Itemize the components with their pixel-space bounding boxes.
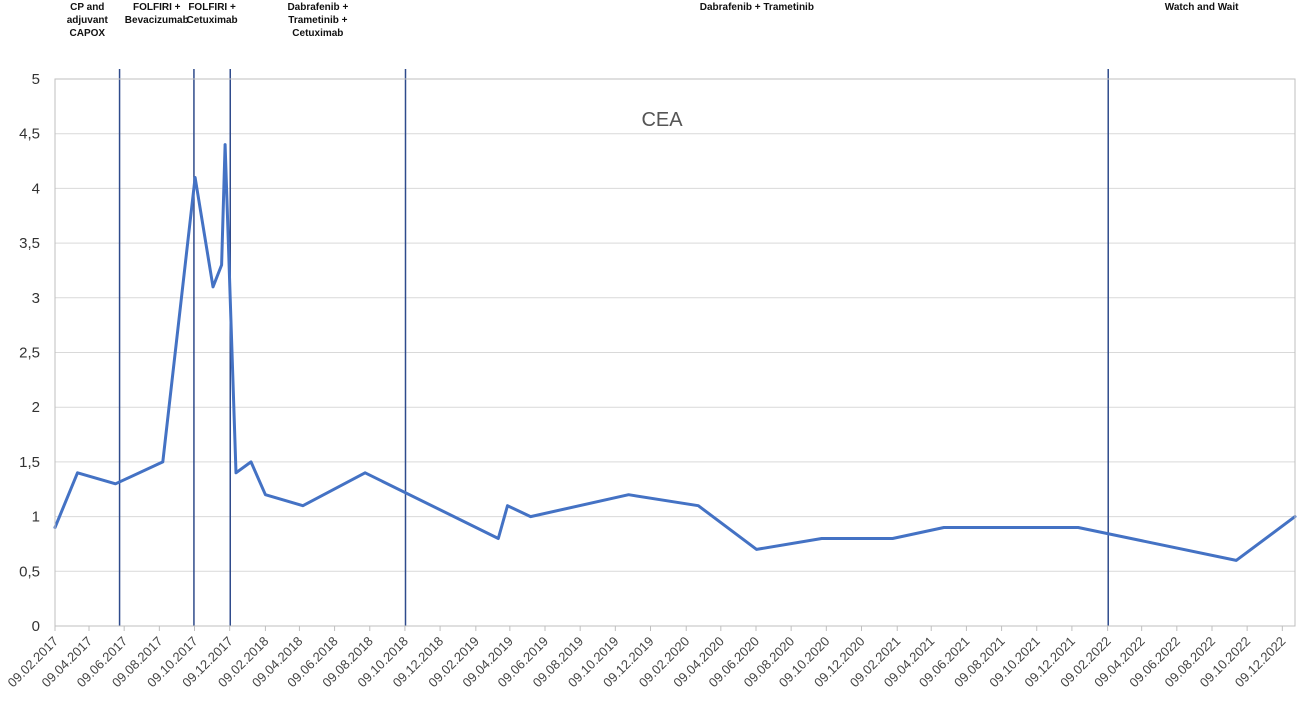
cea-data-point — [114, 482, 117, 485]
y-tick-label: 2,5 — [19, 345, 40, 362]
y-tick-label: 4 — [32, 180, 40, 197]
cea-data-point — [76, 471, 79, 475]
y-tick-label: 2 — [32, 399, 40, 416]
y-tick-label: 5 — [32, 71, 40, 88]
cea-data-point — [529, 515, 532, 518]
phase-label-line: Cetuximab — [292, 28, 343, 39]
phase-label-1: CP and adjuvant CAPOX — [67, 2, 109, 39]
plot-frame — [54, 78, 1296, 627]
phase-label-line: adjuvant — [67, 15, 109, 26]
cea-data-point — [161, 460, 165, 464]
cea-data-point — [755, 548, 758, 551]
phase-label-line: Trametinib + — [288, 15, 347, 26]
cea-data-point — [220, 263, 223, 267]
phase-label-line: CP and — [70, 2, 104, 13]
cea-data-point — [264, 493, 267, 496]
cea-data-point — [627, 493, 630, 496]
grid-layer — [55, 78, 1295, 627]
cea-data-point — [942, 526, 946, 529]
cea-data-point — [249, 460, 253, 464]
axis-layer: 00,511,522,533,544,5509.02.201709.04.201… — [4, 71, 1296, 690]
cea-data-point — [697, 504, 700, 507]
phase-label-line: Bevacizumab — [125, 15, 189, 26]
phase-label-4: Dabrafenib + Trametinib + Cetuximab — [287, 2, 348, 39]
cea-data-point — [363, 471, 367, 475]
phase-label-line: CAPOX — [70, 28, 106, 39]
cea-data-point — [891, 537, 894, 540]
phase-label-5: Dabrafenib + Trametinib — [700, 2, 814, 13]
phase-label-3: FOLFIRI + Cetuximab — [187, 2, 238, 26]
y-tick-label: 0 — [32, 618, 40, 635]
phase-label-line: Dabrafenib + Trametinib — [700, 2, 814, 13]
phase-label-2: FOLFIRI + Bevacizumab — [125, 2, 189, 26]
cea-data-point — [1234, 559, 1238, 562]
series-layer — [53, 143, 1297, 562]
cea-data-point — [234, 471, 238, 475]
cea-data-point — [497, 537, 500, 540]
y-tick-label: 0,5 — [19, 563, 40, 580]
y-tick-label: 1,5 — [19, 454, 40, 471]
y-tick-label: 4,5 — [19, 126, 40, 143]
y-tick-label: 3 — [32, 290, 40, 307]
phase-label-line: Dabrafenib + — [287, 2, 348, 13]
chart-title: CEA — [641, 109, 683, 131]
phase-label-line: FOLFIRI + — [188, 2, 236, 13]
cea-data-point — [193, 176, 197, 179]
cea-data-point — [506, 504, 509, 507]
phase-label-line: Watch and Wait — [1165, 2, 1239, 13]
phase-boundary-layer — [118, 69, 1109, 626]
y-tick-label: 1 — [32, 509, 40, 526]
cea-data-point — [211, 285, 215, 289]
phase-label-line: FOLFIRI + — [133, 2, 181, 13]
phase-label-line: Cetuximab — [187, 15, 238, 26]
cea-data-point — [301, 504, 305, 507]
cea-data-point — [223, 143, 227, 146]
cea-data-point — [820, 537, 823, 540]
phase-label-6: Watch and Wait — [1165, 2, 1239, 13]
y-tick-label: 3,5 — [19, 235, 40, 252]
cea-data-point — [1077, 526, 1080, 529]
